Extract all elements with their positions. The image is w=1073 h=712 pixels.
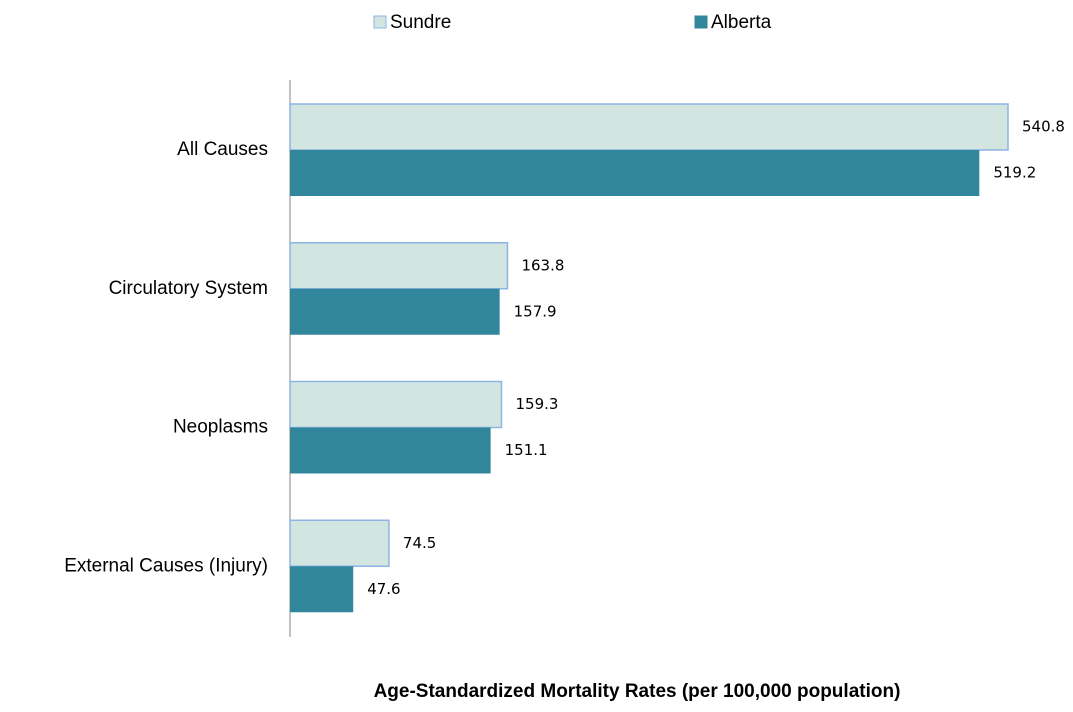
value-label: 159.3 bbox=[515, 395, 558, 413]
value-label: 74.5 bbox=[403, 534, 436, 552]
bar bbox=[289, 103, 1009, 151]
bar bbox=[290, 566, 354, 613]
bar bbox=[289, 242, 509, 290]
bar bbox=[289, 380, 503, 429]
bar bbox=[290, 427, 491, 474]
bar bbox=[290, 288, 500, 335]
category-label: Neoplasms bbox=[173, 417, 268, 438]
legend-swatch bbox=[694, 15, 708, 29]
value-label: 47.6 bbox=[367, 580, 400, 598]
legend-label: Sundre bbox=[390, 12, 451, 33]
value-label: 157.9 bbox=[514, 302, 557, 320]
value-label: 540.8 bbox=[1022, 118, 1065, 136]
value-label: 519.2 bbox=[993, 164, 1036, 182]
value-label: 151.1 bbox=[505, 441, 548, 459]
category-label: All Causes bbox=[177, 139, 268, 160]
legend-swatch bbox=[373, 15, 387, 29]
bar bbox=[290, 150, 980, 196]
legend-label: Alberta bbox=[711, 12, 772, 33]
category-label: External Causes (Injury) bbox=[64, 555, 268, 576]
category-label: Circulatory System bbox=[109, 278, 268, 299]
value-label: 163.8 bbox=[521, 256, 564, 274]
x-axis-label: Age-Standardized Mortality Rates (per 10… bbox=[374, 681, 901, 702]
bar bbox=[289, 519, 390, 567]
